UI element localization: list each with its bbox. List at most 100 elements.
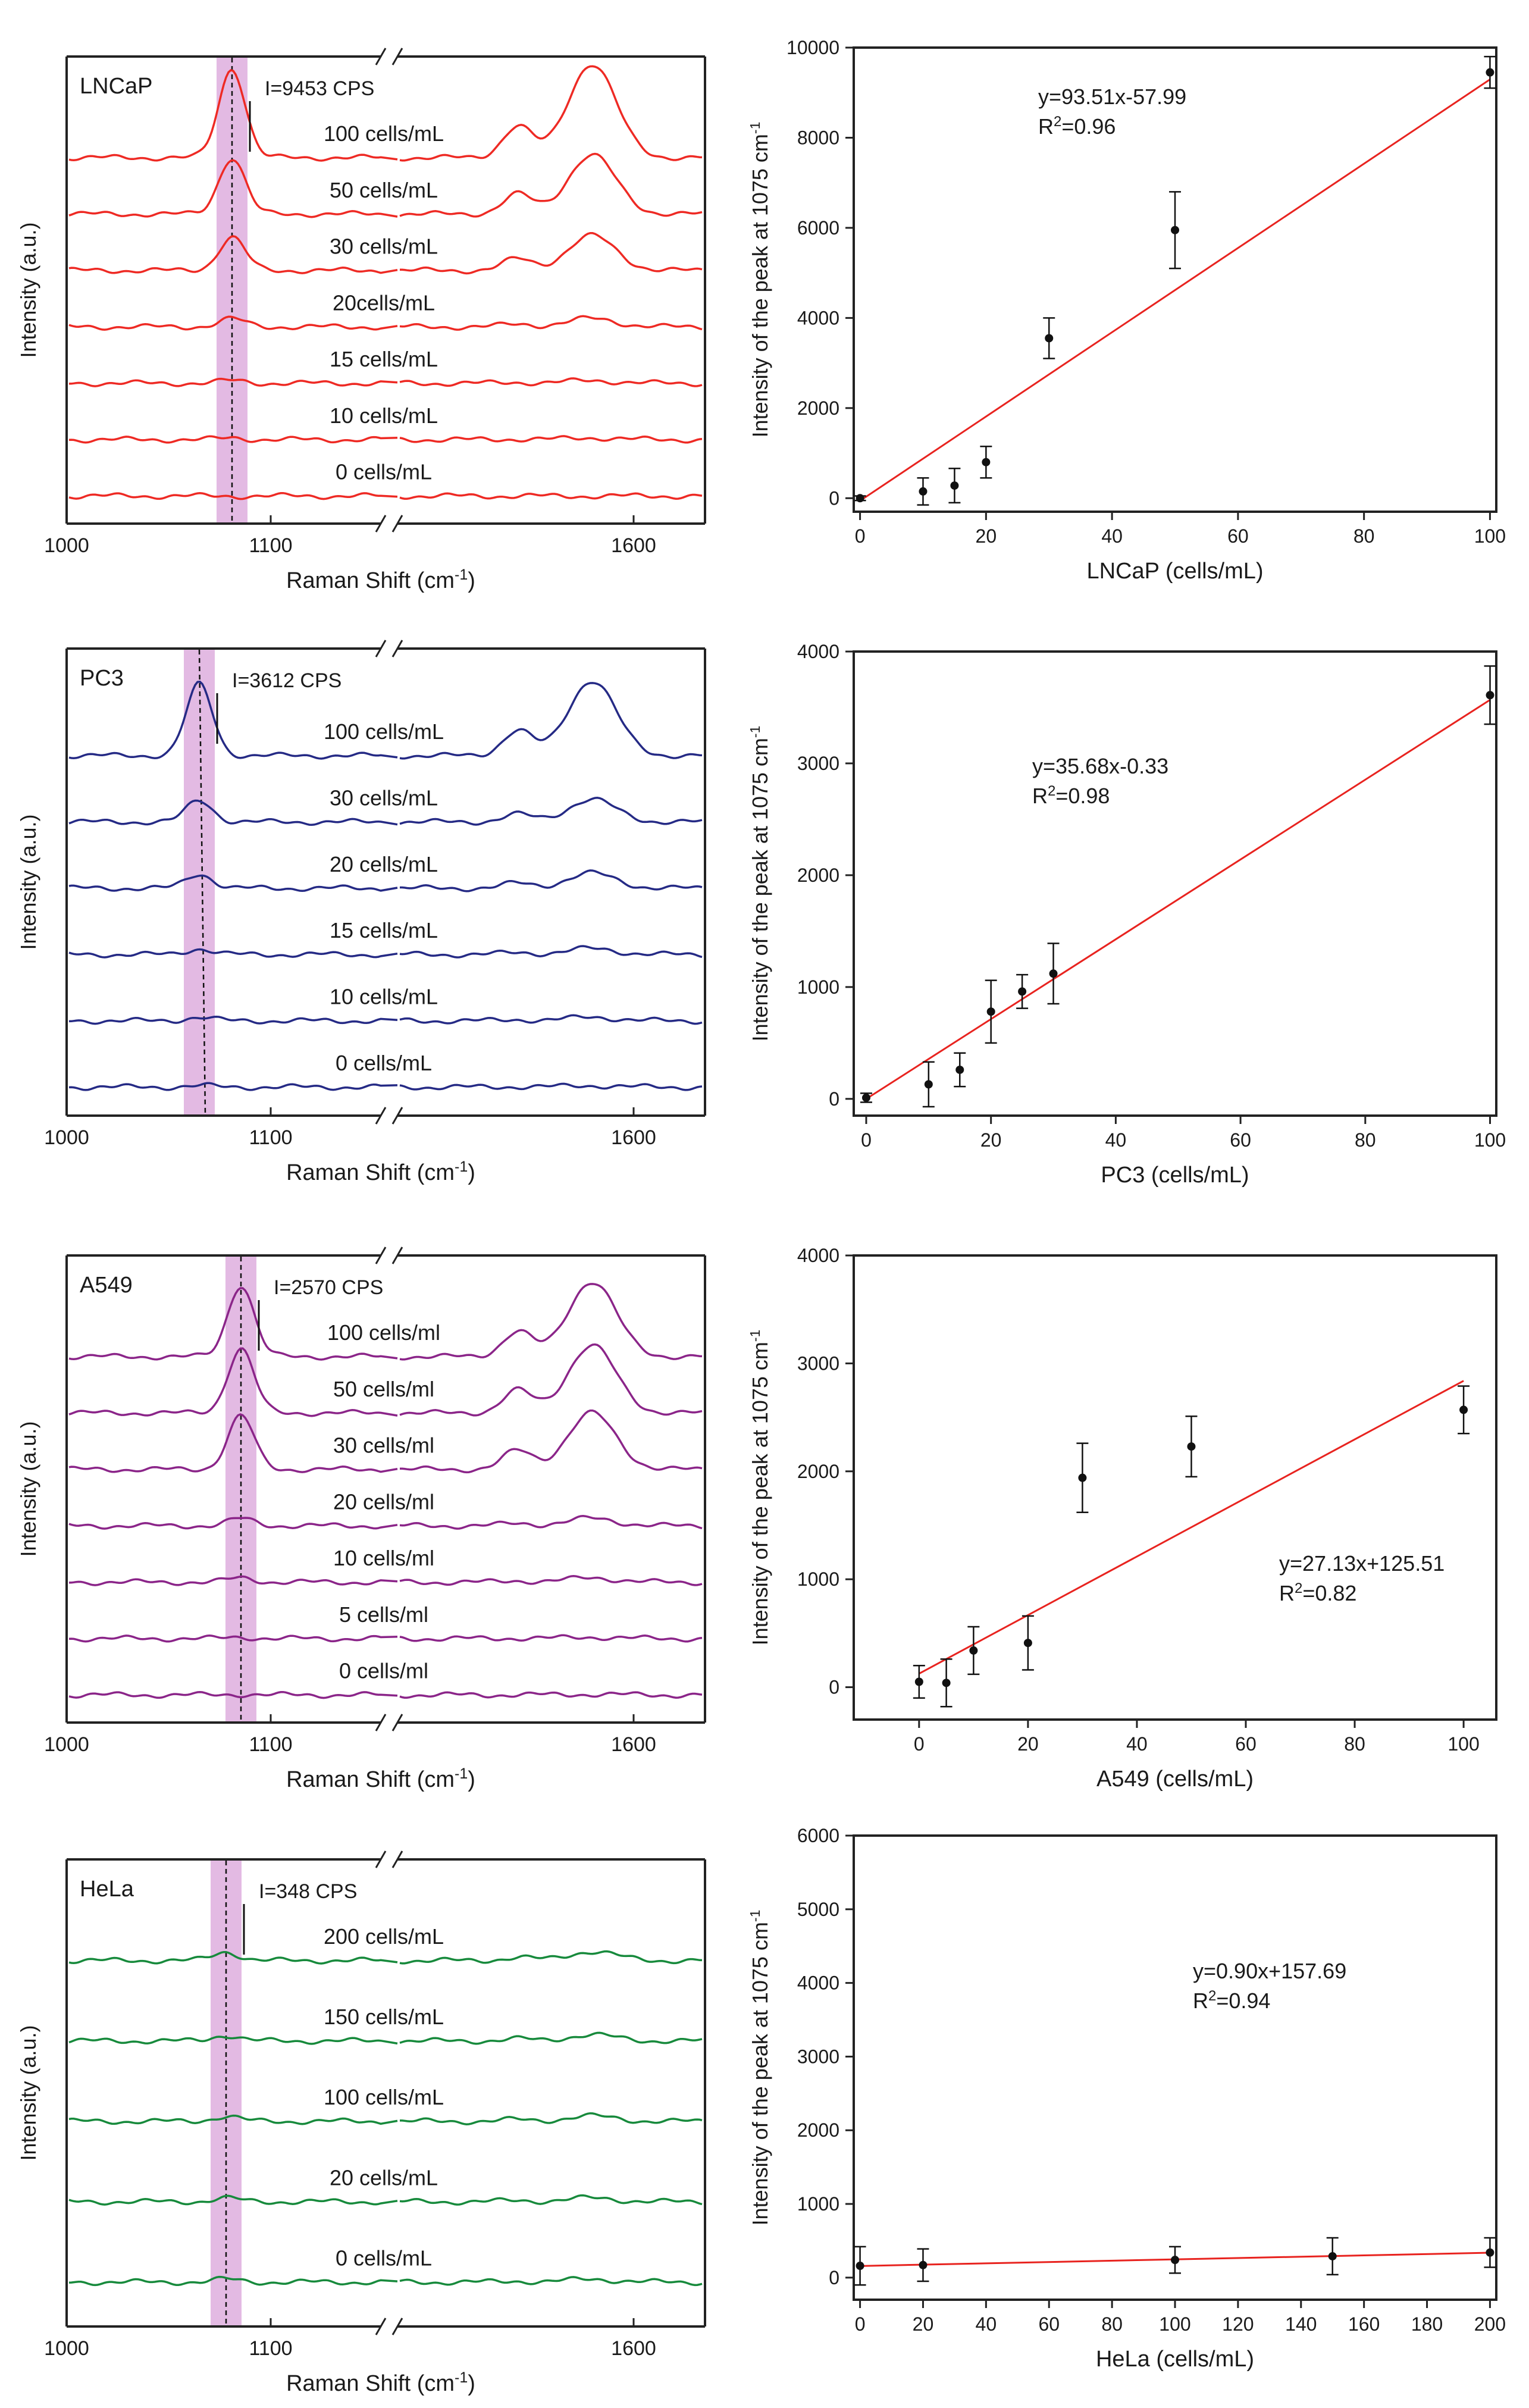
raman-y-axis-label: Intensity (a.u.) (16, 222, 40, 358)
data-point (1486, 691, 1494, 700)
spectrum-line (68, 2194, 703, 2206)
fit-equation: y=27.13x+125.51 (1279, 1551, 1445, 1576)
data-point (1078, 1473, 1087, 1482)
fit-equation: y=0.90x+157.69 (1193, 1959, 1346, 1983)
raman-x-axis-label: Raman Shift (cm-1) (286, 2369, 475, 2396)
y-tick-label: 2000 (797, 865, 839, 886)
calibration-frame (853, 1254, 1497, 1721)
spectrum-label: 20 cells/mL (330, 852, 438, 876)
data-point (919, 2260, 928, 2269)
spectrum-label: 20 cells/mL (330, 2165, 438, 2190)
y-axis-label-superscript: -1 (747, 1910, 763, 1922)
y-axis-label: Intensity of the peak at 1075 cm-1 (747, 726, 772, 1042)
raman-x-axis-label-superscript: -1 (455, 566, 468, 583)
fit-r-squared: R2=0.82 (1279, 1580, 1356, 1606)
axis-break-mark (375, 1850, 387, 1868)
x-tick-label: 80 (1101, 2313, 1123, 2335)
r-squared-text: =0.96 (1061, 114, 1116, 139)
x-tick-label: 80 (1355, 1129, 1376, 1151)
fit-r-squared: R2=0.94 (1193, 1988, 1270, 2014)
spectrum-label: 15 cells/mL (330, 347, 438, 371)
fit-equation: y=35.68x-0.33 (1032, 754, 1168, 778)
y-axis-label: Intensity of the peak at 1075 cm-1 (747, 122, 772, 438)
data-point (955, 1065, 964, 1074)
peak-highlight-band (184, 650, 215, 1114)
spectrum-label: 200 cells/mL (324, 1924, 444, 1949)
calibration-panel: 0 20 40 60 80 100 120 140 160 180 2000100020003000… (747, 1825, 1506, 2372)
y-tick-label: 1000 (797, 1568, 839, 1590)
raman-x-tick-label: 1600 (611, 1126, 656, 1149)
x-axis-label: PC3 (cells/mL) (1101, 1163, 1249, 1188)
raman-x-axis-label-superscript: -1 (455, 1765, 468, 1782)
data-point (1045, 334, 1054, 343)
x-tick-label: 200 (1474, 2313, 1506, 2335)
spectrum-label: 5 cells/ml (339, 1602, 428, 1627)
x-tick-label: 0 (861, 1129, 872, 1151)
raman-x-axis-label-text: Raman Shift (cm (286, 1160, 455, 1185)
spectrum-label: 0 cells/mL (336, 460, 432, 484)
spectrum-line (68, 1343, 703, 1417)
axis-break-mark (391, 1247, 403, 1264)
raman-x-axis-label: Raman Shift (cm-1) (286, 566, 475, 593)
panel-label: PC3 (80, 666, 124, 691)
raman-x-axis-label-text: Raman Shift (cm (286, 2371, 455, 2396)
spectrum-line (68, 1515, 703, 1530)
x-axis-label: HeLa (cells/mL) (1096, 2347, 1254, 2372)
panel-label: HeLa (80, 1877, 134, 1902)
x-tick-label: 60 (1235, 1733, 1257, 1755)
axis-break-mark (375, 1107, 387, 1125)
y-tick-label: 0 (829, 487, 839, 509)
spectrum-line (68, 869, 703, 893)
axis-break-mark (391, 48, 403, 65)
data-point (924, 1080, 933, 1089)
spectrum-label: 100 cells/ml (327, 1320, 440, 1345)
y-tick-label: 6000 (797, 1825, 839, 1846)
spectrum-label: 100 cells/mL (324, 719, 444, 744)
spectrum-line (68, 945, 703, 959)
y-tick-label: 3000 (797, 753, 839, 774)
raman-x-axis-label-text: Raman Shift (cm (286, 568, 455, 593)
x-tick-label: 20 (1017, 1733, 1039, 1755)
calibration-panel: 0 20 40 60 80 10001000200030004000y=35.68x-0.… (747, 641, 1506, 1188)
spectrum-line (68, 152, 703, 218)
y-tick-label: 2000 (797, 2119, 839, 2141)
raman-y-axis-label-text: Intensity (a.u.) (16, 814, 40, 950)
fit-line (919, 1380, 1464, 1675)
x-axis-label: LNCaP (cells/mL) (1086, 559, 1263, 584)
fit-line (866, 699, 1491, 1100)
raman-x-axis-label-superscript: -1 (455, 2369, 468, 2386)
spectrum-line (68, 797, 703, 826)
y-axis-label-text: Intensity of the peak at 1075 cm (748, 134, 772, 437)
data-point (1171, 2256, 1179, 2265)
raman-x-tick-label: 1100 (249, 2337, 292, 2360)
raman-x-tick-label: 1000 (44, 1126, 89, 1149)
calibration-frame (853, 650, 1497, 1117)
y-tick-label: 10000 (787, 37, 839, 58)
spectrum-line (68, 491, 703, 500)
spectrum-label: 10 cells/ml (333, 1546, 434, 1570)
calibration-panel: 0 20 40 60 80 10001000200030004000y=27.13x+12… (747, 1245, 1497, 1792)
spectrum-line (68, 377, 703, 387)
r-squared-superscript: 2 (1295, 1580, 1302, 1596)
y-axis-label-text: Intensity of the peak at 1075 cm (748, 1342, 772, 1645)
data-point (856, 494, 864, 503)
raman-panel-lncap: LNCaP I=9453 CPS 100 cells/mL 50 cells/mL 30… (16, 48, 706, 593)
x-tick-label: 80 (1344, 1733, 1365, 1755)
spectrum-label: 50 cells/mL (330, 178, 438, 202)
raman-x-axis-label: Raman Shift (cm-1) (286, 1765, 475, 1792)
y-axis-label-superscript: -1 (747, 122, 763, 134)
spectrum-label: 0 cells/mL (336, 2246, 432, 2270)
fit-equation: y=93.51x-57.99 (1038, 84, 1186, 109)
data-point (1459, 1405, 1468, 1414)
y-tick-label: 6000 (797, 217, 839, 239)
x-tick-label: 40 (1126, 1733, 1148, 1755)
data-point (950, 481, 959, 490)
y-tick-label: 3000 (797, 2046, 839, 2067)
r-squared-text: =0.94 (1216, 1989, 1270, 2013)
raman-x-axis-label-text: ) (468, 1767, 475, 1792)
x-tick-label: 20 (913, 2313, 934, 2335)
raman-x-axis-label-text: ) (468, 1160, 475, 1185)
spectrum-label: 0 cells/ml (339, 1659, 428, 1683)
raman-panel-hela: HeLa I=348 CPS 200 cells/mL 150 cells/mL 100… (16, 1850, 706, 2396)
